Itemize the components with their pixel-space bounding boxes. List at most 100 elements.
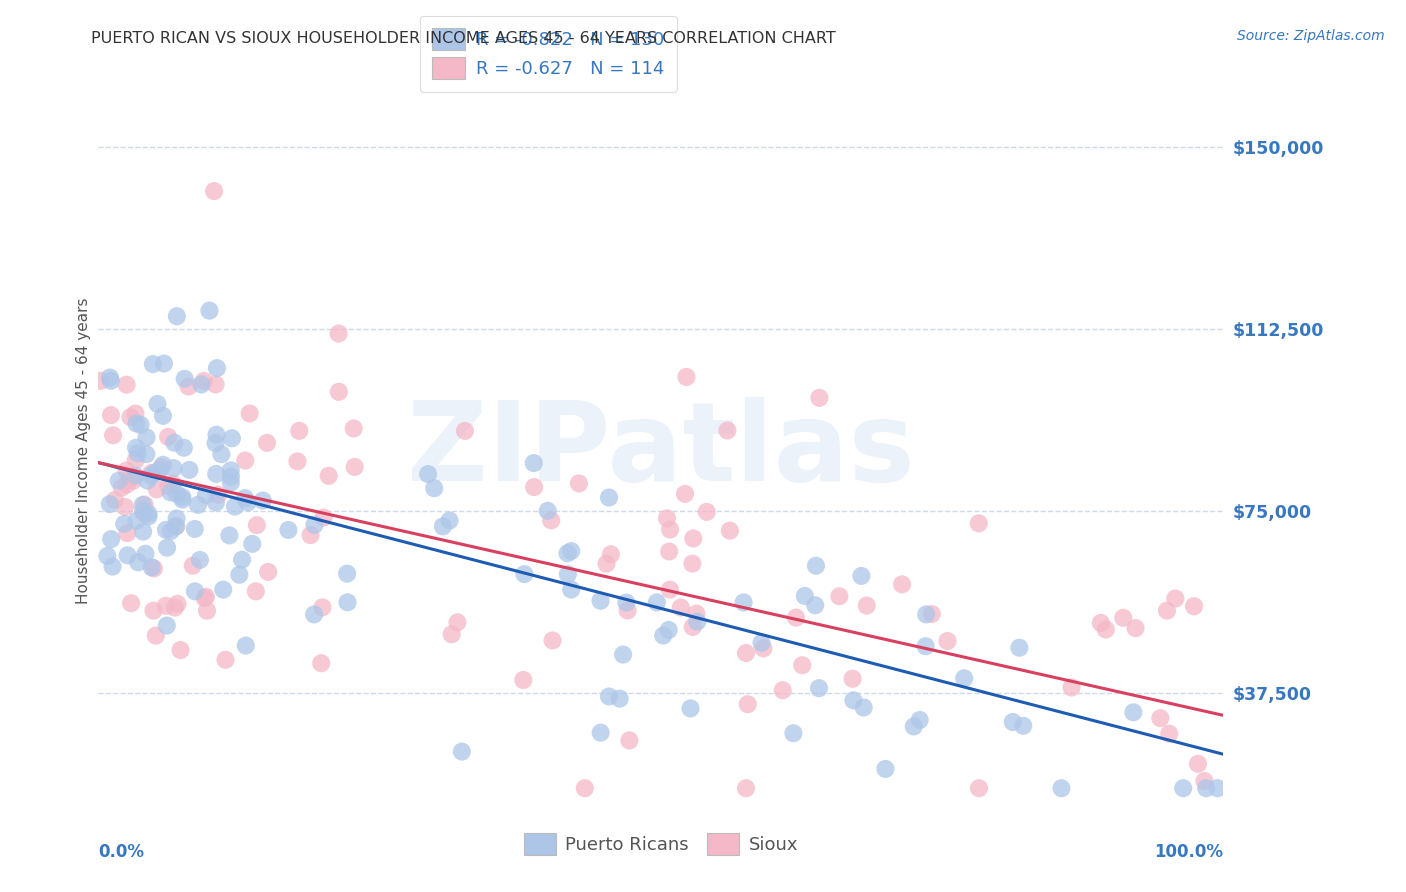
Point [219,475,242,490]
Point [1159,727,1181,741]
Point [195,488,218,502]
Point [446,615,468,630]
Point [156,541,179,555]
Point [737,697,759,711]
Point [772,683,794,698]
Point [193,374,215,388]
Point [194,591,217,606]
Point [104,493,127,508]
Point [221,431,243,445]
Point [146,397,169,411]
Point [1195,781,1218,796]
Point [454,424,477,438]
Point [134,498,156,512]
Point [240,537,263,551]
Point [114,500,136,514]
Point [173,441,195,455]
Point [1112,611,1135,625]
Point [209,447,232,461]
Point [685,607,707,621]
Point [132,498,155,512]
Point [129,417,152,432]
Point [855,599,877,613]
Point [252,493,274,508]
Point [246,518,269,533]
Point [98,497,121,511]
Point [696,505,718,519]
Point [125,514,148,528]
Point [143,561,166,575]
Point [288,424,311,438]
Point [152,458,174,472]
Point [163,600,186,615]
Text: 0.0%: 0.0% [98,843,145,861]
Point [132,524,155,539]
Point [679,701,702,715]
Point [450,745,472,759]
Point [233,453,256,467]
Point [166,511,188,525]
Point [541,633,564,648]
Point [165,519,187,533]
Text: Source: ZipAtlas.com: Source: ZipAtlas.com [1237,29,1385,43]
Point [162,461,184,475]
Point [808,681,831,696]
Point [156,618,179,632]
Point [117,549,139,563]
Point [851,569,873,583]
Point [309,657,332,671]
Point [233,491,256,506]
Point [299,528,322,542]
Point [804,558,827,573]
Point [143,466,166,480]
Point [903,719,925,733]
Point [120,596,142,610]
Point [751,636,773,650]
Point [1149,711,1171,725]
Y-axis label: Householder Income Ages 45 - 64 years: Householder Income Ages 45 - 64 years [76,297,91,604]
Point [155,523,177,537]
Point [1164,591,1187,606]
Point [134,547,156,561]
Point [145,483,167,497]
Point [245,584,267,599]
Point [141,466,163,480]
Point [1182,599,1205,614]
Point [589,725,612,739]
Point [163,435,186,450]
Point [967,516,990,531]
Point [100,374,122,388]
Point [202,184,225,198]
Point [718,524,741,538]
Point [343,459,366,474]
Point [808,391,831,405]
Point [125,441,148,455]
Point [616,596,638,610]
Point [1122,706,1144,720]
Point [652,629,675,643]
Point [98,370,121,384]
Point [557,567,579,582]
Point [184,584,207,599]
Point [162,476,184,491]
Point [1095,623,1118,637]
Point [115,377,138,392]
Point [205,495,228,509]
Point [117,526,139,541]
Point [239,406,262,420]
Point [560,544,582,558]
Point [277,523,299,537]
Point [187,498,209,512]
Point [1012,719,1035,733]
Point [655,511,678,525]
Point [598,690,620,704]
Point [523,480,546,494]
Point [101,428,124,442]
Point [157,430,180,444]
Legend: Puerto Ricans, Sioux: Puerto Ricans, Sioux [515,824,807,864]
Point [782,726,804,740]
Point [159,485,181,500]
Point [142,604,165,618]
Point [101,559,124,574]
Point [139,468,162,483]
